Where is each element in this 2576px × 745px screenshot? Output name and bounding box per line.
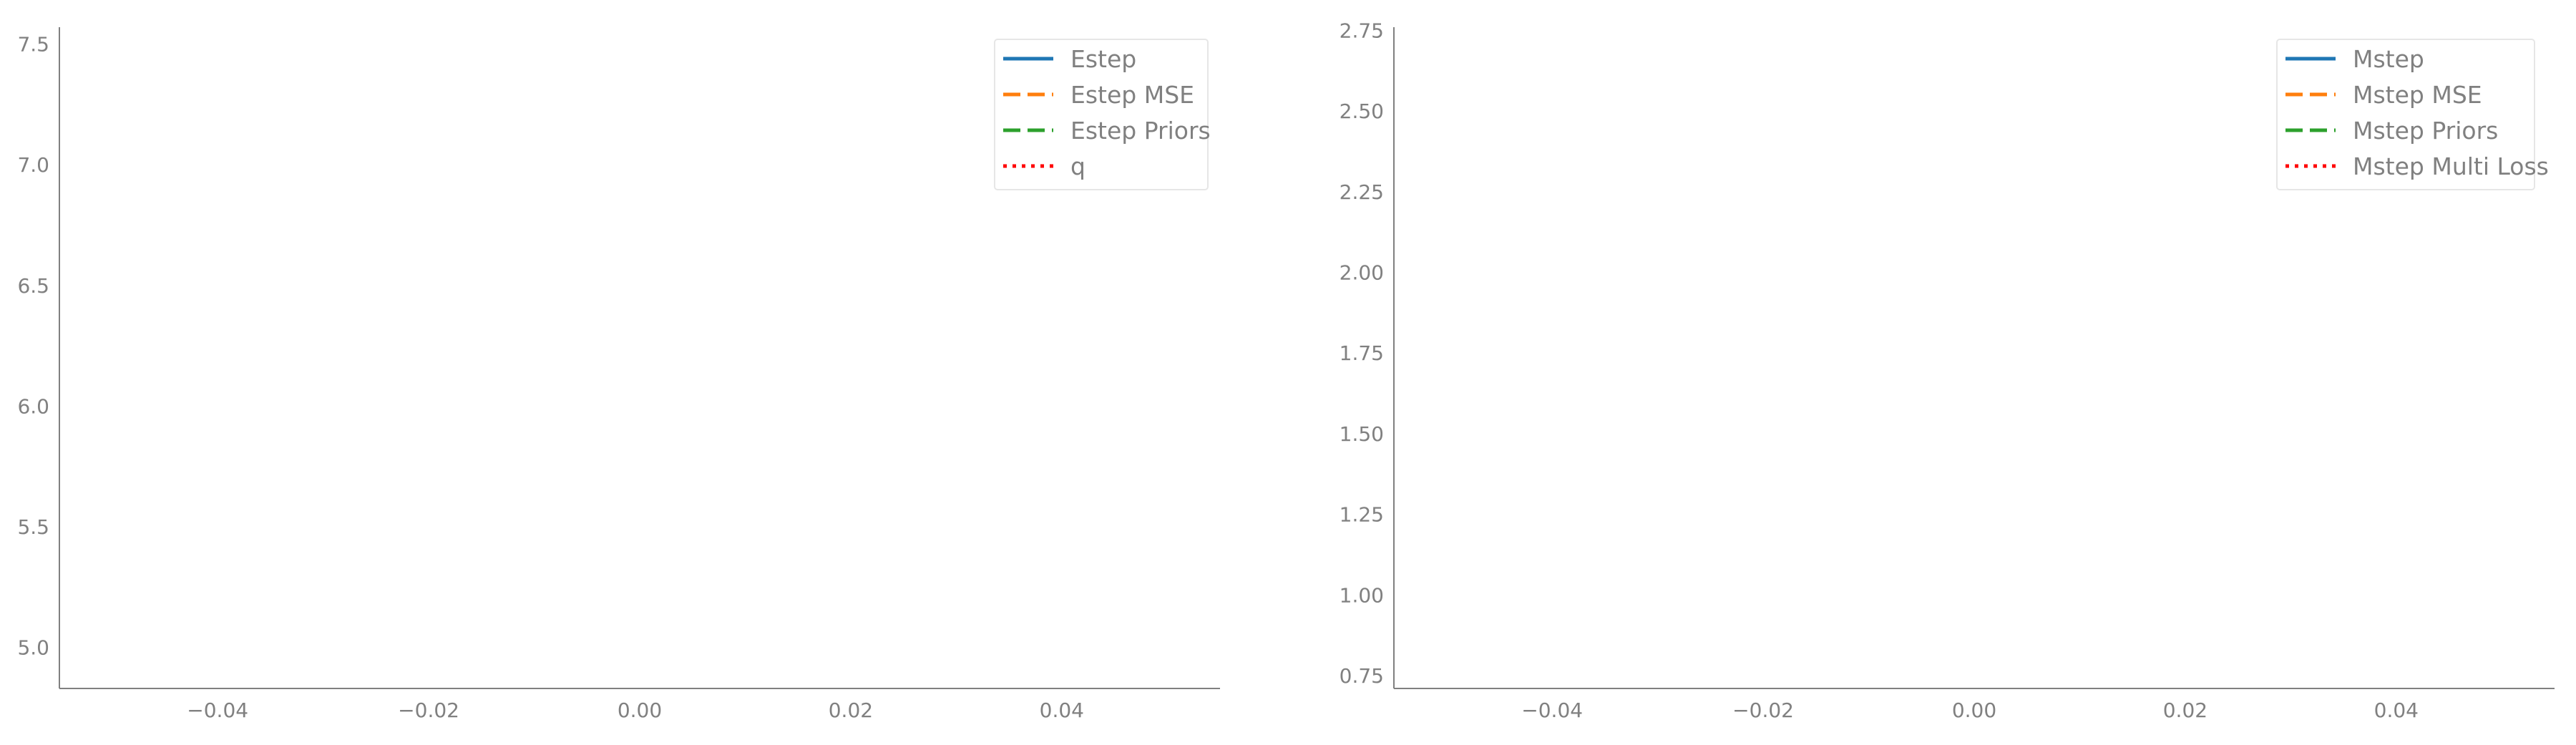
- x-tick-label: 0.02: [2163, 698, 2207, 722]
- y-tick-label: 1.00: [1340, 583, 1384, 607]
- x-tick-label: −0.02: [1732, 698, 1794, 722]
- legend-box: [2276, 39, 2535, 190]
- legend-label: Mstep Priors: [2353, 117, 2498, 145]
- x-tick-label: −0.04: [187, 698, 248, 722]
- x-tick-label: 0.00: [1952, 698, 1996, 722]
- x-tick-label: 0.02: [829, 698, 873, 722]
- y-tick-label: 2.00: [1340, 261, 1384, 285]
- y-tick-label: 2.25: [1340, 180, 1384, 204]
- legend: Estep Estep MSE Estep Priors q: [994, 39, 1211, 190]
- legend: Mstep Mstep MSE Mstep Priors Mstep Multi Lo…: [2276, 39, 2549, 190]
- legend-label: Estep MSE: [1070, 81, 1194, 109]
- y-tick-label: 6.5: [17, 274, 49, 298]
- x-tick-label: 0.00: [618, 698, 662, 722]
- legend-box: [994, 39, 1209, 190]
- y-tick-label: 1.25: [1340, 503, 1384, 527]
- legend-label: Estep: [1070, 45, 1136, 73]
- x-tick-label: 0.04: [2374, 698, 2419, 722]
- legend-label: Estep Priors: [1070, 117, 1211, 145]
- y-tick-label: 7.5: [17, 33, 49, 57]
- legend-label: q: [1070, 152, 1085, 180]
- x-tick-label: −0.04: [1521, 698, 1583, 722]
- y-tick-label: 2.75: [1340, 19, 1384, 43]
- chart-panel-2: 0.75 1.00 1.25 1.50 1.75 2.00 2.25 2.50 2.75 −0.0…: [1340, 19, 2555, 722]
- chart-panel-1: 5.0 5.5 6.0 6.5 7.0 7.5 −0.04 −0.02 0.00 0.02 0.04…: [17, 27, 1220, 722]
- y-tick-label: 7.0: [17, 153, 49, 177]
- x-tick-label: 0.04: [1040, 698, 1084, 722]
- y-tick-label: 6.0: [17, 394, 49, 418]
- y-tick-label: 1.75: [1340, 341, 1384, 365]
- y-tick-label: 0.75: [1340, 664, 1384, 688]
- legend-label: Mstep Multi Loss: [2353, 152, 2549, 180]
- x-tick-label: −0.02: [398, 698, 459, 722]
- legend-label: Mstep: [2353, 45, 2424, 73]
- y-tick-label: 1.50: [1340, 422, 1384, 446]
- y-tick-label: 2.50: [1340, 99, 1384, 123]
- y-tick-label: 5.0: [17, 636, 49, 660]
- y-tick-label: 5.5: [17, 515, 49, 539]
- legend-label: Mstep MSE: [2353, 81, 2482, 109]
